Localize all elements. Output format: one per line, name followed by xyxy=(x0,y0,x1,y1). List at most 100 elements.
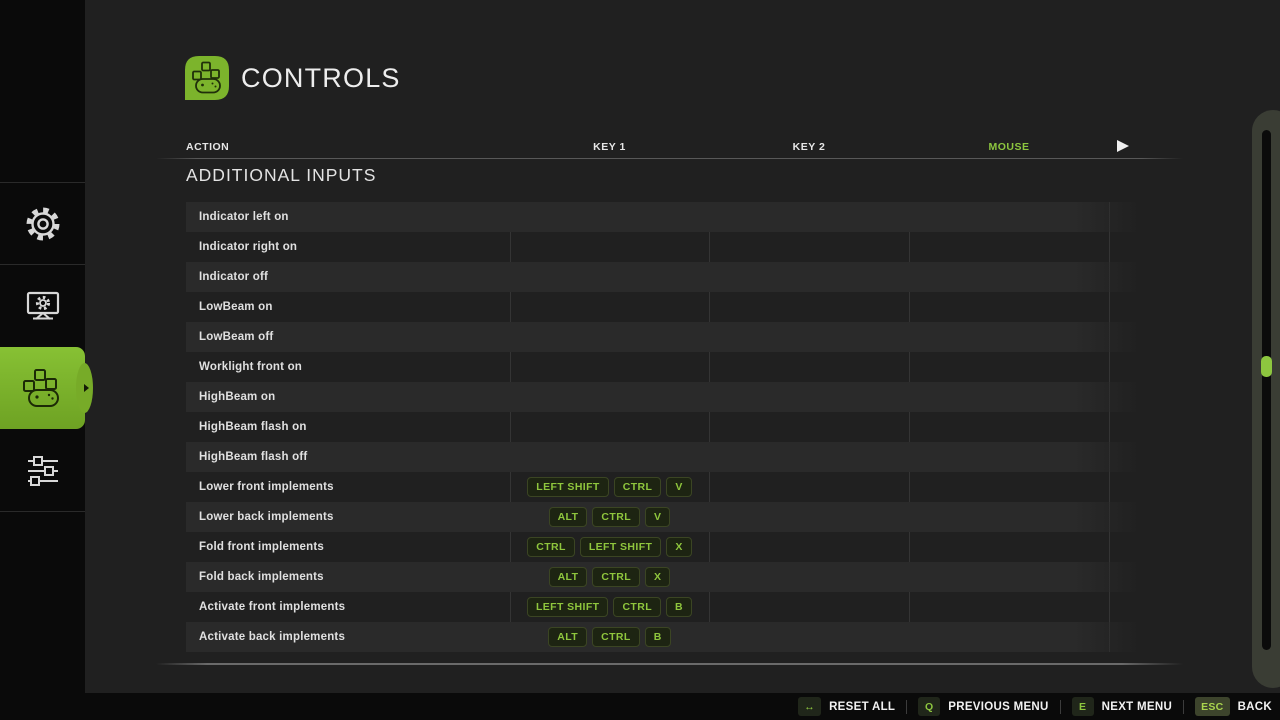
action-label: HighBeam on xyxy=(199,391,276,403)
controls-page-icon xyxy=(185,56,229,100)
monitor-settings-icon xyxy=(26,291,59,320)
table-row[interactable]: Lower back implements ALT CTRL V xyxy=(186,502,1140,532)
column-divider xyxy=(1109,202,1110,652)
sidebar-item-advanced-settings[interactable] xyxy=(0,430,85,511)
key-binding-badge[interactable]: LEFT SHIFT xyxy=(526,597,609,617)
footer-hint-bar: ↔ RESET ALL Q PREVIOUS MENU E NEXT MENU … xyxy=(0,693,1280,720)
key-badge: ↔ xyxy=(798,697,822,716)
key-binding-badge[interactable]: X xyxy=(645,567,671,587)
table-row[interactable]: Fold front implements CTRL LEFT SHIFT X xyxy=(186,532,1140,562)
sidebar xyxy=(0,0,89,720)
footer-button-back[interactable]: ESC BACK xyxy=(1195,697,1272,716)
key-binding-badge[interactable]: CTRL xyxy=(613,477,662,497)
key-binding-badge[interactable]: V xyxy=(645,507,671,527)
action-label: Indicator right on xyxy=(199,241,298,253)
action-label: Indicator off xyxy=(199,271,269,283)
table-row[interactable]: LowBeam on xyxy=(186,292,1140,322)
footer-items: ↔ RESET ALL Q PREVIOUS MENU E NEXT MENU … xyxy=(798,697,1272,716)
key1-cell: ALT CTRL V xyxy=(510,507,709,527)
key1-cell: LEFT SHIFT CTRL V xyxy=(510,477,709,497)
key-binding-badge[interactable]: CTRL xyxy=(613,597,662,617)
key-binding-badge[interactable]: X xyxy=(666,537,692,557)
table-row[interactable]: Fold back implements ALT CTRL X xyxy=(186,562,1140,592)
action-label: Lower front implements xyxy=(199,481,334,493)
key1-cell: ALT CTRL B xyxy=(510,627,709,647)
active-tab-arrow-icon xyxy=(84,384,89,392)
table-row[interactable]: Indicator right on xyxy=(186,232,1140,262)
key1-cell: LEFT SHIFT CTRL B xyxy=(510,597,709,617)
footer-button-label: PREVIOUS MENU xyxy=(948,700,1049,713)
action-label: HighBeam flash on xyxy=(199,421,307,433)
key-badge: E xyxy=(1071,697,1094,716)
table-row[interactable]: HighBeam flash on xyxy=(186,412,1140,442)
action-label: Indicator left on xyxy=(199,211,289,223)
key-binding-badge[interactable]: V xyxy=(666,477,692,497)
column-divider xyxy=(510,202,511,652)
section-title: ADDITIONAL INPUTS xyxy=(186,165,377,185)
footer-separator xyxy=(906,699,908,714)
table-row[interactable]: Activate front implements LEFT SHIFT CTRL… xyxy=(186,592,1140,622)
key-binding-badge[interactable]: ALT xyxy=(548,507,588,527)
action-label: Activate front implements xyxy=(199,601,346,613)
gamepad-icon xyxy=(22,369,59,407)
table-row[interactable]: LowBeam off xyxy=(186,322,1140,352)
footer-button-label: RESET ALL xyxy=(829,700,896,713)
key-binding-badge[interactable]: LEFT SHIFT xyxy=(527,477,609,497)
key-binding-badge[interactable]: CTRL xyxy=(527,537,575,557)
footer-button-label: NEXT MENU xyxy=(1101,700,1173,713)
table-row[interactable]: HighBeam flash off xyxy=(186,442,1140,472)
table-row[interactable]: Indicator left on xyxy=(186,202,1140,232)
action-label: LowBeam on xyxy=(199,301,273,313)
key-binding-badge[interactable]: ALT xyxy=(548,567,588,587)
key-binding-badge[interactable]: ALT xyxy=(548,627,588,647)
page-title: CONTROLS xyxy=(241,63,401,93)
action-label: Fold back implements xyxy=(199,571,324,583)
column-header-mouse: MOUSE xyxy=(988,141,1030,153)
key1-cell: CTRL LEFT SHIFT X xyxy=(510,537,709,557)
sliders-icon xyxy=(27,455,58,486)
column-header-key2: KEY 2 xyxy=(792,141,826,153)
column-divider xyxy=(909,202,910,652)
next-columns-arrow-icon[interactable] xyxy=(1117,140,1129,152)
action-label: Lower back implements xyxy=(199,511,334,523)
table-row[interactable]: HighBeam on xyxy=(186,382,1140,412)
footer-separator xyxy=(1183,699,1185,714)
footer-button-next-menu[interactable]: E NEXT MENU xyxy=(1071,697,1173,716)
key-badge: ESC xyxy=(1195,697,1230,716)
key-binding-badge[interactable]: CTRL xyxy=(592,627,640,647)
table-rows: Indicator left on Indicator right on Ind… xyxy=(186,202,1140,652)
table-row[interactable]: Lower front implements LEFT SHIFT CTRL V xyxy=(186,472,1140,502)
action-label: LowBeam off xyxy=(199,331,274,343)
footer-button-label: BACK xyxy=(1237,700,1272,713)
column-header-action: ACTION xyxy=(186,141,230,153)
content-bottom-divider xyxy=(156,663,1183,665)
column-divider xyxy=(709,202,710,652)
sidebar-divider xyxy=(0,511,85,512)
footer-separator xyxy=(1059,699,1061,714)
column-header-key1: KEY 1 xyxy=(593,141,626,153)
footer-button-previous-menu[interactable]: Q PREVIOUS MENU xyxy=(918,697,1048,716)
action-label: Activate back implements xyxy=(199,631,346,643)
sidebar-item-game-settings[interactable] xyxy=(0,183,85,264)
table-row[interactable]: Indicator off xyxy=(186,262,1140,292)
key-binding-badge[interactable]: B xyxy=(644,627,671,647)
key-binding-badge[interactable]: CTRL xyxy=(592,567,641,587)
scrollbar-thumb[interactable] xyxy=(1261,356,1272,377)
key-binding-badge[interactable]: LEFT SHIFT xyxy=(579,537,662,557)
table-row[interactable]: Activate back implements ALT CTRL B xyxy=(186,622,1140,652)
key1-cell: ALT CTRL X xyxy=(510,567,709,587)
action-label: HighBeam flash off xyxy=(199,451,308,463)
key-badge: Q xyxy=(918,697,941,716)
action-label: Fold front implements xyxy=(199,541,324,553)
header-divider xyxy=(156,158,1183,159)
sidebar-divider xyxy=(0,182,85,183)
footer-button-reset-all[interactable]: ↔ RESET ALL xyxy=(798,697,895,716)
table-row[interactable]: Worklight front on xyxy=(186,352,1140,382)
scrollbar-track[interactable] xyxy=(1262,130,1271,650)
key-binding-badge[interactable]: B xyxy=(666,597,693,617)
key-binding-badge[interactable]: CTRL xyxy=(592,507,641,527)
sidebar-item-controls[interactable] xyxy=(0,347,89,429)
action-label: Worklight front on xyxy=(199,361,303,373)
gear-icon xyxy=(26,207,59,240)
sidebar-item-display-settings[interactable] xyxy=(0,265,85,346)
